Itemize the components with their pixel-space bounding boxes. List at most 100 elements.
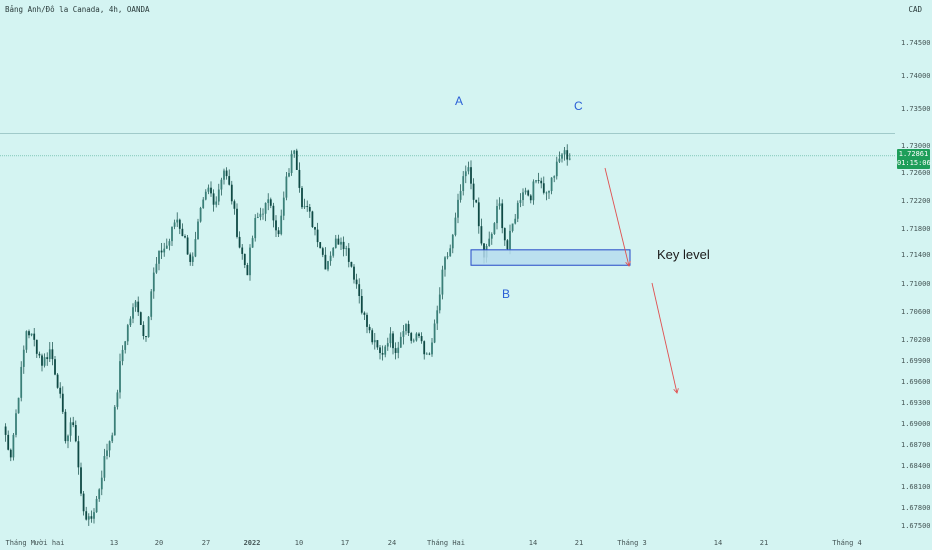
candle-body <box>30 333 33 336</box>
y-tick-label: 1.70600 <box>901 308 931 316</box>
candle-body <box>285 176 288 198</box>
candle-body <box>251 238 254 248</box>
time-axis[interactable]: Tháng Mười hai 13 20 27 2022 10 17 24 Tháng Hai 1… <box>5 539 861 547</box>
candle-body <box>355 279 358 285</box>
candle-body <box>72 422 75 426</box>
candle-body <box>280 215 283 235</box>
x-tick-label: 2022 <box>244 539 261 547</box>
candle-body <box>129 318 132 326</box>
candle-body <box>405 324 407 332</box>
candle-body <box>418 333 420 337</box>
candle-body <box>103 455 106 478</box>
candle-body <box>527 190 530 196</box>
y-tick-label: 1.68400 <box>901 462 931 470</box>
candle-body <box>228 176 231 185</box>
candle-body <box>95 498 98 513</box>
y-tick-label: 1.74000 <box>901 72 931 80</box>
candle-body <box>433 323 436 343</box>
candle-body <box>139 312 142 325</box>
candle-body <box>207 187 210 192</box>
candle-body <box>532 181 535 201</box>
candle-body <box>550 177 553 192</box>
candle-body <box>358 284 361 297</box>
candle-body <box>254 217 257 239</box>
key-level-zone[interactable] <box>470 249 631 266</box>
candle-body <box>25 331 28 350</box>
candle-body <box>397 347 400 353</box>
wave-label-b: B <box>502 287 510 301</box>
x-tick-label: Tháng 4 <box>832 539 862 547</box>
x-tick-label: Tháng Hai <box>427 539 465 547</box>
candle-body <box>457 199 459 218</box>
candle-body <box>535 180 537 182</box>
y-tick-label: 1.68700 <box>901 441 931 449</box>
candle-body <box>454 217 457 235</box>
y-tick-label: 1.69300 <box>901 399 931 407</box>
candle-body <box>506 240 509 250</box>
candle-body <box>553 176 556 178</box>
candle-body <box>85 511 88 520</box>
candle-body <box>142 324 145 336</box>
candle-body <box>321 248 324 255</box>
candle-body <box>412 340 415 342</box>
candle-body <box>121 349 124 362</box>
candle-body <box>116 392 119 407</box>
candle-body <box>368 326 371 331</box>
candle-body <box>108 441 111 451</box>
candle-body <box>425 353 428 355</box>
candle-body <box>165 245 168 249</box>
candle-body <box>199 207 202 222</box>
candle-body <box>184 236 186 238</box>
candle-body <box>160 250 163 253</box>
candle-body <box>327 261 329 270</box>
x-tick-label: Tháng 3 <box>617 539 647 547</box>
price-axis[interactable]: 1.74500 1.74000 1.73500 1.73000 1.72600 1.722… <box>901 39 931 530</box>
candle-body <box>152 272 155 292</box>
candle-body <box>444 257 446 270</box>
candle-body <box>93 512 95 519</box>
candle-body <box>155 263 158 273</box>
candle-body <box>516 202 519 219</box>
candle-body <box>371 330 374 343</box>
candle-body <box>353 266 355 280</box>
projection-arrows <box>604 167 679 394</box>
candle-body <box>568 158 571 160</box>
candle-body <box>80 467 82 494</box>
x-tick-label: 21 <box>575 539 583 547</box>
candle-body <box>269 199 272 206</box>
candle-body <box>470 167 472 184</box>
candle-body <box>386 343 389 347</box>
candle-body <box>288 172 290 177</box>
candle-body <box>197 221 199 240</box>
candle-body <box>311 211 314 228</box>
candle-body <box>389 333 392 344</box>
y-tick-label: 1.69600 <box>901 378 931 386</box>
y-tick-label: 1.71000 <box>901 280 931 288</box>
y-tick-label: 1.71400 <box>901 251 931 259</box>
currency-label[interactable]: CAD <box>908 5 922 14</box>
candle-body <box>124 341 127 350</box>
candle-body <box>441 269 444 295</box>
candle-body <box>399 336 402 348</box>
candle-body <box>100 477 103 490</box>
y-tick-label: 1.74500 <box>901 39 931 47</box>
candle-body <box>337 238 340 245</box>
candle-body <box>64 411 67 442</box>
candle-body <box>402 331 405 337</box>
y-tick-label: 1.73000 <box>901 142 931 150</box>
candle-body <box>111 435 114 442</box>
candle-body <box>303 206 306 208</box>
candle-body <box>522 192 524 201</box>
candle-body <box>438 294 441 311</box>
x-tick-label: Tháng Mười hai <box>5 539 64 547</box>
candle-body <box>314 227 316 230</box>
candle-body <box>241 247 244 254</box>
candle-body <box>477 202 480 227</box>
candlestick-series <box>4 144 571 526</box>
candle-body <box>38 353 41 356</box>
candle-body <box>20 366 23 398</box>
candle-body <box>22 349 25 367</box>
candle-body <box>256 216 259 218</box>
y-tick-label: 1.69900 <box>901 357 931 365</box>
